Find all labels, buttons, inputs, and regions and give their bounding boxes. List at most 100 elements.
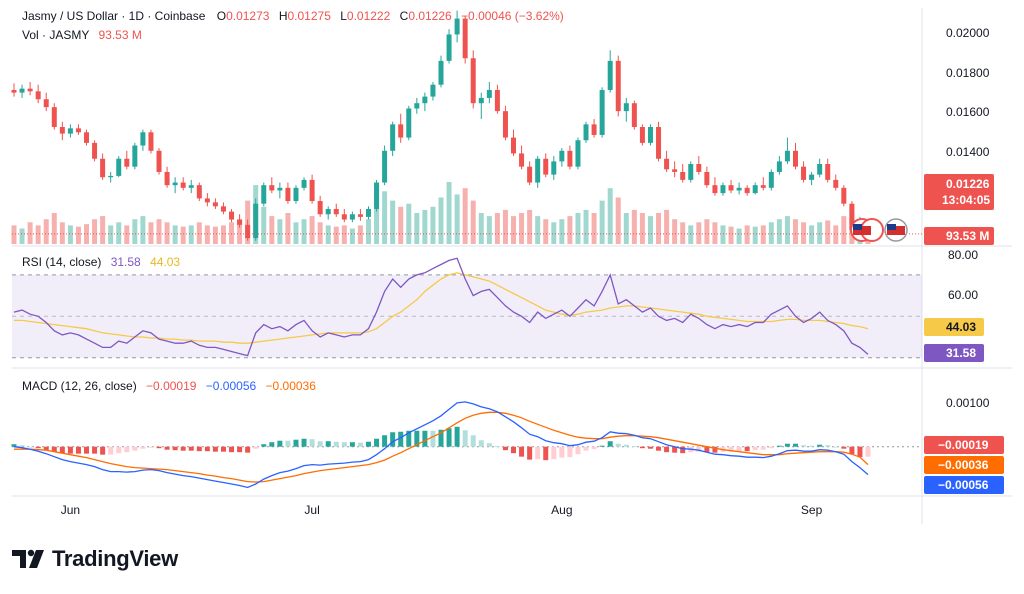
macd-histogram-bar [615,443,621,447]
macd-signal-line [14,411,869,483]
macd-histogram-bar [341,442,347,447]
macd-histogram-bar [148,446,154,448]
candle [92,140,98,162]
candle-body [801,166,807,180]
rsi-ma-line [14,272,869,344]
macd-histogram-bar [551,446,557,460]
candle [19,84,25,98]
macd-histogram-bar [559,446,565,458]
candle [672,161,678,178]
candle-body [567,150,573,167]
macd-histogram-bar [527,446,533,460]
last-price-value: 0.01226 [946,177,990,191]
candle [841,185,847,207]
volume-bar [277,219,283,244]
candle [511,129,517,157]
macd-histogram-bar [253,446,259,449]
candle-body [712,185,718,194]
candle [519,145,525,170]
candle-body [398,124,404,138]
volume-bar [446,182,452,244]
candle [253,198,259,241]
candle [543,153,549,178]
candle [156,148,162,175]
macd-legend[interactable]: MACD (12, 26, close) −0.00019 −0.00056 −… [22,379,316,393]
volume-bar [430,206,436,244]
macd-histogram-bar [406,430,412,447]
volume-bar [108,225,114,244]
candle-body [728,185,734,191]
candle-body [647,127,653,143]
macd-histogram-bar [583,446,589,451]
macd-hist-legend-value: −0.00019 [146,379,197,393]
macd-histogram-bar [704,446,710,453]
candle [11,83,17,97]
tradingview-logo-icon [12,549,44,568]
time-axis[interactable]: JunJulAugSepOct [61,503,1024,517]
signal-tag-value: −0.00036 [938,458,989,472]
candle-body [27,88,33,92]
macd-histogram-bar [841,446,847,449]
candle [293,185,299,204]
candle [430,82,436,101]
volume-bar [688,225,694,244]
volume-bar [156,219,162,244]
rsi-tag [924,344,984,362]
macd-histogram-bar [825,445,831,447]
candles[interactable] [11,10,871,241]
volume-bar [325,225,331,244]
candle-body [615,60,621,112]
volume-bar [51,213,57,244]
candle [164,166,170,188]
macd-histogram-bar [664,446,670,453]
candle-body [164,171,170,186]
candle-body [92,142,98,159]
rsi-tick-label: 60.00 [948,288,978,302]
candle-body [792,150,798,167]
candle [237,214,243,228]
tradingview-logo[interactable]: TradingView [12,546,178,572]
volume-bar [575,213,581,244]
volume-bar [406,203,412,244]
volume-bar [172,225,178,244]
macd-histogram-bar [84,446,90,454]
candle-body [551,161,557,175]
volume-bar [293,222,299,244]
candle-body [639,127,645,143]
volume-bar [164,222,170,244]
macd-histogram-bar [752,446,758,451]
volume-bar [825,220,831,244]
rsi-legend[interactable]: RSI (14, close) 31.58 44.03 [22,255,180,269]
volume-bar [801,222,807,244]
volume-bar [341,225,347,244]
macd-histogram-bar [631,446,637,447]
volume-legend[interactable]: Vol · JASMY 93.53 M [22,28,142,42]
candle [357,208,363,221]
candle-body [108,175,114,178]
volume-bar [220,225,226,244]
volume-bar [639,213,645,244]
volume-bar [204,225,210,244]
candle [792,142,798,170]
macd-histogram-bar [100,446,106,455]
candle [325,206,331,220]
symbol-title: Jasmy / US Dollar · 1D · Coinbase [22,9,206,23]
candle-body [19,88,25,93]
candle-body [100,158,106,178]
symbol-legend[interactable]: Jasmy / US Dollar · 1D · Coinbase O0.012… [22,9,564,23]
open-label: O [217,9,226,23]
candle [809,171,815,186]
volume-bar [486,216,492,244]
candle-body [776,161,782,172]
macd-histogram-bar [309,439,315,447]
volume-bar [704,219,710,244]
macd-histogram-bar [672,446,678,453]
candle-body [575,140,581,167]
candle-body [833,179,839,188]
candle [349,211,355,223]
macd-histogram-bar [164,446,170,450]
volume-bar [543,219,549,244]
candle-body [148,132,154,151]
economic-event-flags[interactable] [850,218,908,242]
